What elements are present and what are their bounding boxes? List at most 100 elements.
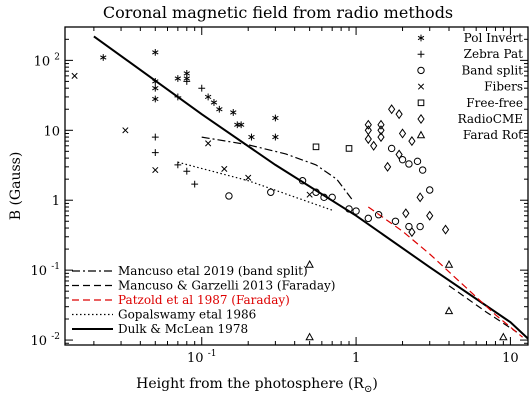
axis-ticks: 10 -1 1 10 10 -2 10 -1 1 10 10 2 — [31, 26, 528, 366]
y-tick-label: 10 -2 — [31, 332, 60, 349]
point-radiocme — [364, 119, 372, 130]
point-radiocme — [377, 119, 385, 130]
point-zebra-pat — [174, 161, 182, 169]
point-zebra-pat — [183, 167, 191, 175]
point-zebra-pat — [174, 93, 182, 101]
point-band-split — [267, 188, 275, 196]
point-band-split — [413, 157, 422, 166]
point-radiocme — [416, 192, 424, 203]
point-band-split — [352, 207, 360, 215]
point-zebra-pat — [183, 78, 191, 85]
point-free-free — [312, 143, 320, 151]
plot-frame — [64, 26, 529, 346]
series-band-split — [225, 144, 434, 231]
point-radiocme — [395, 109, 403, 120]
legend-marker-free-free — [417, 99, 425, 107]
point-radiocme — [383, 161, 392, 172]
point-radiocme — [441, 224, 450, 235]
point-pol-invert — [216, 105, 223, 113]
point-radiocme — [388, 104, 396, 115]
point-band-split — [364, 214, 373, 223]
point-band-split — [320, 193, 328, 202]
legend-line-label-patzold-et-al-1987-faraday: Patzold et al 1987 (Faraday) — [118, 293, 290, 307]
x-axis-label: Height from the photosphere (R⊙) — [136, 376, 378, 395]
legend-marker-radiocme — [417, 113, 425, 125]
legend-line-label-mancuso-etal-2019-band-split: Mancuso etal 2019 (band split) — [118, 264, 308, 278]
series-farad-rot — [305, 259, 508, 341]
x-axis-label-sub: ⊙ — [364, 384, 372, 395]
point-band-split — [387, 144, 396, 153]
line-mancuso-etal-2019-band-split — [201, 136, 354, 201]
point-fibers — [152, 166, 159, 174]
point-pol-invert — [230, 109, 237, 116]
point-band-split — [312, 188, 320, 196]
legend-marker-farad-rot — [416, 130, 426, 139]
point-zebra-pat — [151, 133, 159, 141]
point-radiocme — [408, 136, 416, 147]
legend-marker-band-split — [417, 66, 425, 75]
point-band-split — [405, 222, 413, 231]
line-gopalswamy-etal-1986 — [177, 161, 333, 211]
point-band-split — [418, 166, 427, 174]
point-band-split — [328, 193, 336, 202]
marker-legend: Pol Invert Zebra Pat Band split Fibers Free-… — [416, 31, 524, 142]
point-pol-invert — [248, 133, 255, 141]
y-tick-label: 1 — [52, 194, 60, 209]
series-fibers — [71, 72, 313, 198]
point-farad-rot — [305, 332, 314, 341]
x-tick-label: 10 — [502, 351, 519, 366]
legend-marker-pol-invert — [417, 34, 425, 42]
legend-line-label-dulk-mclean-1978: Dulk & McLean 1978 — [118, 322, 248, 336]
point-band-split — [225, 192, 233, 200]
x-axis-label-close: ) — [372, 376, 377, 392]
point-zebra-pat — [151, 149, 159, 156]
legend-line-label-mancuso-garzelli-2013-faraday: Mancuso & Garzelli 2013 (Faraday) — [118, 279, 335, 293]
point-pol-invert — [152, 48, 159, 56]
point-band-split — [374, 211, 383, 219]
point-band-split — [391, 217, 400, 225]
line-mancuso-garzelli-2013-faraday — [448, 285, 518, 333]
point-band-split — [345, 205, 353, 213]
point-radiocme — [377, 132, 385, 143]
y-axis-label: B (Gauss) — [8, 152, 24, 221]
point-fibers — [306, 191, 313, 198]
line-dulk-mclean-1978 — [93, 35, 529, 340]
chart-title: Coronal magnetic field from radio method… — [103, 3, 453, 22]
point-fibers — [245, 174, 252, 181]
legend-label-radiocme: RadioCME — [458, 112, 523, 126]
point-fibers — [205, 140, 212, 147]
series-radiocme — [364, 104, 450, 238]
point-radiocme — [402, 208, 410, 219]
point-radiocme — [370, 140, 378, 151]
point-band-split — [298, 177, 307, 185]
legend-label-pol-invert: Pol Invert — [464, 31, 524, 45]
legend-label-fibers: Fibers — [484, 80, 523, 94]
series-zebra-pat — [151, 78, 206, 188]
series-pol-invert — [100, 48, 279, 141]
point-pol-invert — [100, 54, 107, 61]
legend-label-free-free: Free-free — [466, 96, 523, 110]
point-band-split — [405, 160, 413, 168]
point-pol-invert — [272, 114, 279, 122]
point-free-free — [345, 145, 353, 152]
point-radiocme — [364, 133, 372, 145]
point-pol-invert — [152, 95, 159, 103]
y-tick-label: 10 2 — [34, 52, 60, 69]
y-tick-label: 10 -1 — [31, 262, 60, 279]
legend-marker-fibers — [417, 83, 425, 90]
line-legend: Mancuso etal 2019 (band split)Mancuso & … — [72, 264, 335, 336]
point-band-split — [426, 186, 434, 194]
point-pol-invert — [204, 93, 212, 101]
point-pol-invert — [210, 99, 218, 106]
point-farad-rot — [444, 259, 454, 268]
point-pol-invert — [174, 75, 182, 82]
y-tick-label: 10 — [43, 124, 60, 139]
point-radiocme — [395, 149, 403, 160]
x-tick-label: 10 -1 — [187, 349, 216, 366]
legend-label-farad-rot: Farad Rot — [463, 128, 523, 142]
point-pol-invert — [152, 84, 159, 92]
point-radiocme — [398, 128, 407, 139]
x-axis-label-main: Height from the photosphere (R — [136, 376, 364, 392]
point-farad-rot — [305, 259, 314, 268]
